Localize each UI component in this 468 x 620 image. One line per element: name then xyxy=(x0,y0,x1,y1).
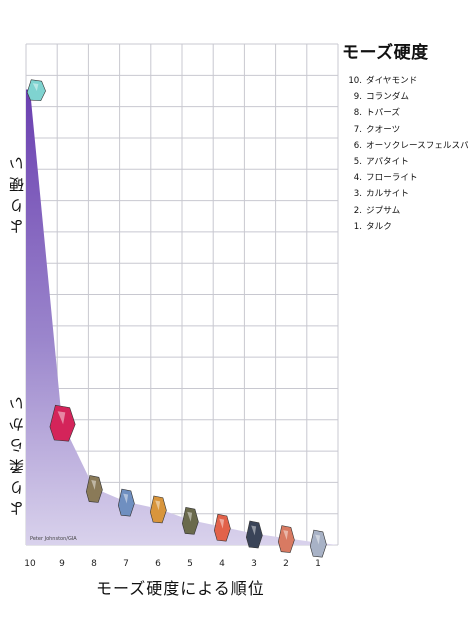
legend-item-name: アパタイト xyxy=(366,157,409,168)
gem-marker xyxy=(277,525,295,553)
gem-highlight xyxy=(187,511,193,522)
gem-highlight xyxy=(219,518,225,529)
legend-item: 6. オーソクレースフェルスパー xyxy=(342,138,468,154)
gem-markers xyxy=(26,79,327,558)
legend-item-number: 7. xyxy=(353,124,362,135)
legend-item-number: 5. xyxy=(353,157,362,168)
x-tick-label: 7 xyxy=(123,559,129,569)
x-tick-label: 3 xyxy=(251,559,257,569)
legend-item-number: 2. xyxy=(353,205,362,216)
legend-item-name: オーソクレースフェルスパー xyxy=(366,140,468,151)
gem-marker xyxy=(149,495,167,524)
legend-item-name: カルサイト xyxy=(366,189,409,200)
y-label-harder: より硬い xyxy=(8,150,26,234)
legend-item-name: ジプサム xyxy=(366,205,401,216)
x-tick-label: 1 xyxy=(315,559,321,569)
x-axis-title: モーズ硬度による順位 xyxy=(96,579,265,598)
gem-highlight xyxy=(315,534,321,545)
gem-highlight xyxy=(155,500,161,511)
gem-marker xyxy=(309,529,327,558)
legend-item: 2. ジプサム xyxy=(342,203,466,219)
legend-item-name: コランダム xyxy=(366,92,409,103)
x-tick-label: 5 xyxy=(187,559,193,569)
gem-highlight xyxy=(91,479,97,490)
x-tick-label: 10 xyxy=(24,559,36,569)
x-tick-label: 2 xyxy=(283,559,289,569)
gem-marker xyxy=(85,475,103,503)
gem-marker xyxy=(49,404,76,442)
chart-grid xyxy=(25,43,339,546)
legend-item-number: 6. xyxy=(353,140,362,151)
gem-marker xyxy=(181,506,199,535)
legend-item-number: 9. xyxy=(353,92,362,103)
gem-highlight xyxy=(57,411,66,425)
x-tick-label: 4 xyxy=(219,559,225,569)
gem-highlight xyxy=(32,83,39,91)
y-label-softer: より柔らかい xyxy=(8,390,26,516)
gem-highlight xyxy=(123,493,129,504)
legend-item-number: 3. xyxy=(353,189,362,200)
legend-item: 8. トパーズ xyxy=(342,105,466,121)
legend-item: 10. ダイヤモンド xyxy=(342,73,466,89)
legend-item: 5. アパタイト xyxy=(342,154,466,170)
legend-item-name: フローライト xyxy=(366,173,418,184)
hardness-area xyxy=(26,89,338,545)
legend-list: 10. ダイヤモンド 9. コランダム 8. トパーズ 7. クオーツ 6. オーソクレースフェル… xyxy=(342,73,468,235)
legend-item-number: 10. xyxy=(348,76,362,86)
legend-item-name: タルク xyxy=(366,221,392,232)
gem-marker xyxy=(26,79,46,102)
gem-highlight xyxy=(251,525,257,536)
legend-item-name: ダイヤモンド xyxy=(366,76,418,86)
legend-item-name: トパーズ xyxy=(366,108,400,119)
x-tick-label: 6 xyxy=(155,559,161,569)
legend: モーズ硬度 10. ダイヤモンド 9. コランダム 8. トパーズ 7. クオーツ 6. オーソク… xyxy=(342,38,468,235)
legend-item-number: 8. xyxy=(353,108,362,119)
legend-item: 7. クオーツ xyxy=(342,122,466,138)
gem-highlight xyxy=(283,530,289,540)
legend-item-number: 4. xyxy=(353,173,362,184)
x-tick-label: 8 xyxy=(91,559,97,569)
gem-marker xyxy=(117,488,135,517)
x-tick-labels: 10 9 8 7 6 5 4 3 2 1 xyxy=(24,559,321,569)
gem-marker xyxy=(245,520,263,549)
legend-item: 3. カルサイト xyxy=(342,186,466,202)
photo-credit: Peter Johnston/GIA xyxy=(30,536,77,542)
legend-item-name: クオーツ xyxy=(366,124,401,135)
x-tick-label: 9 xyxy=(59,559,65,569)
legend-item: 1. タルク xyxy=(342,219,466,235)
legend-item-number: 1. xyxy=(353,221,362,232)
legend-item: 4. フローライト xyxy=(342,170,466,186)
legend-title: モーズ硬度 xyxy=(342,43,429,63)
legend-item: 9. コランダム xyxy=(342,89,466,105)
gem-marker xyxy=(213,513,231,542)
